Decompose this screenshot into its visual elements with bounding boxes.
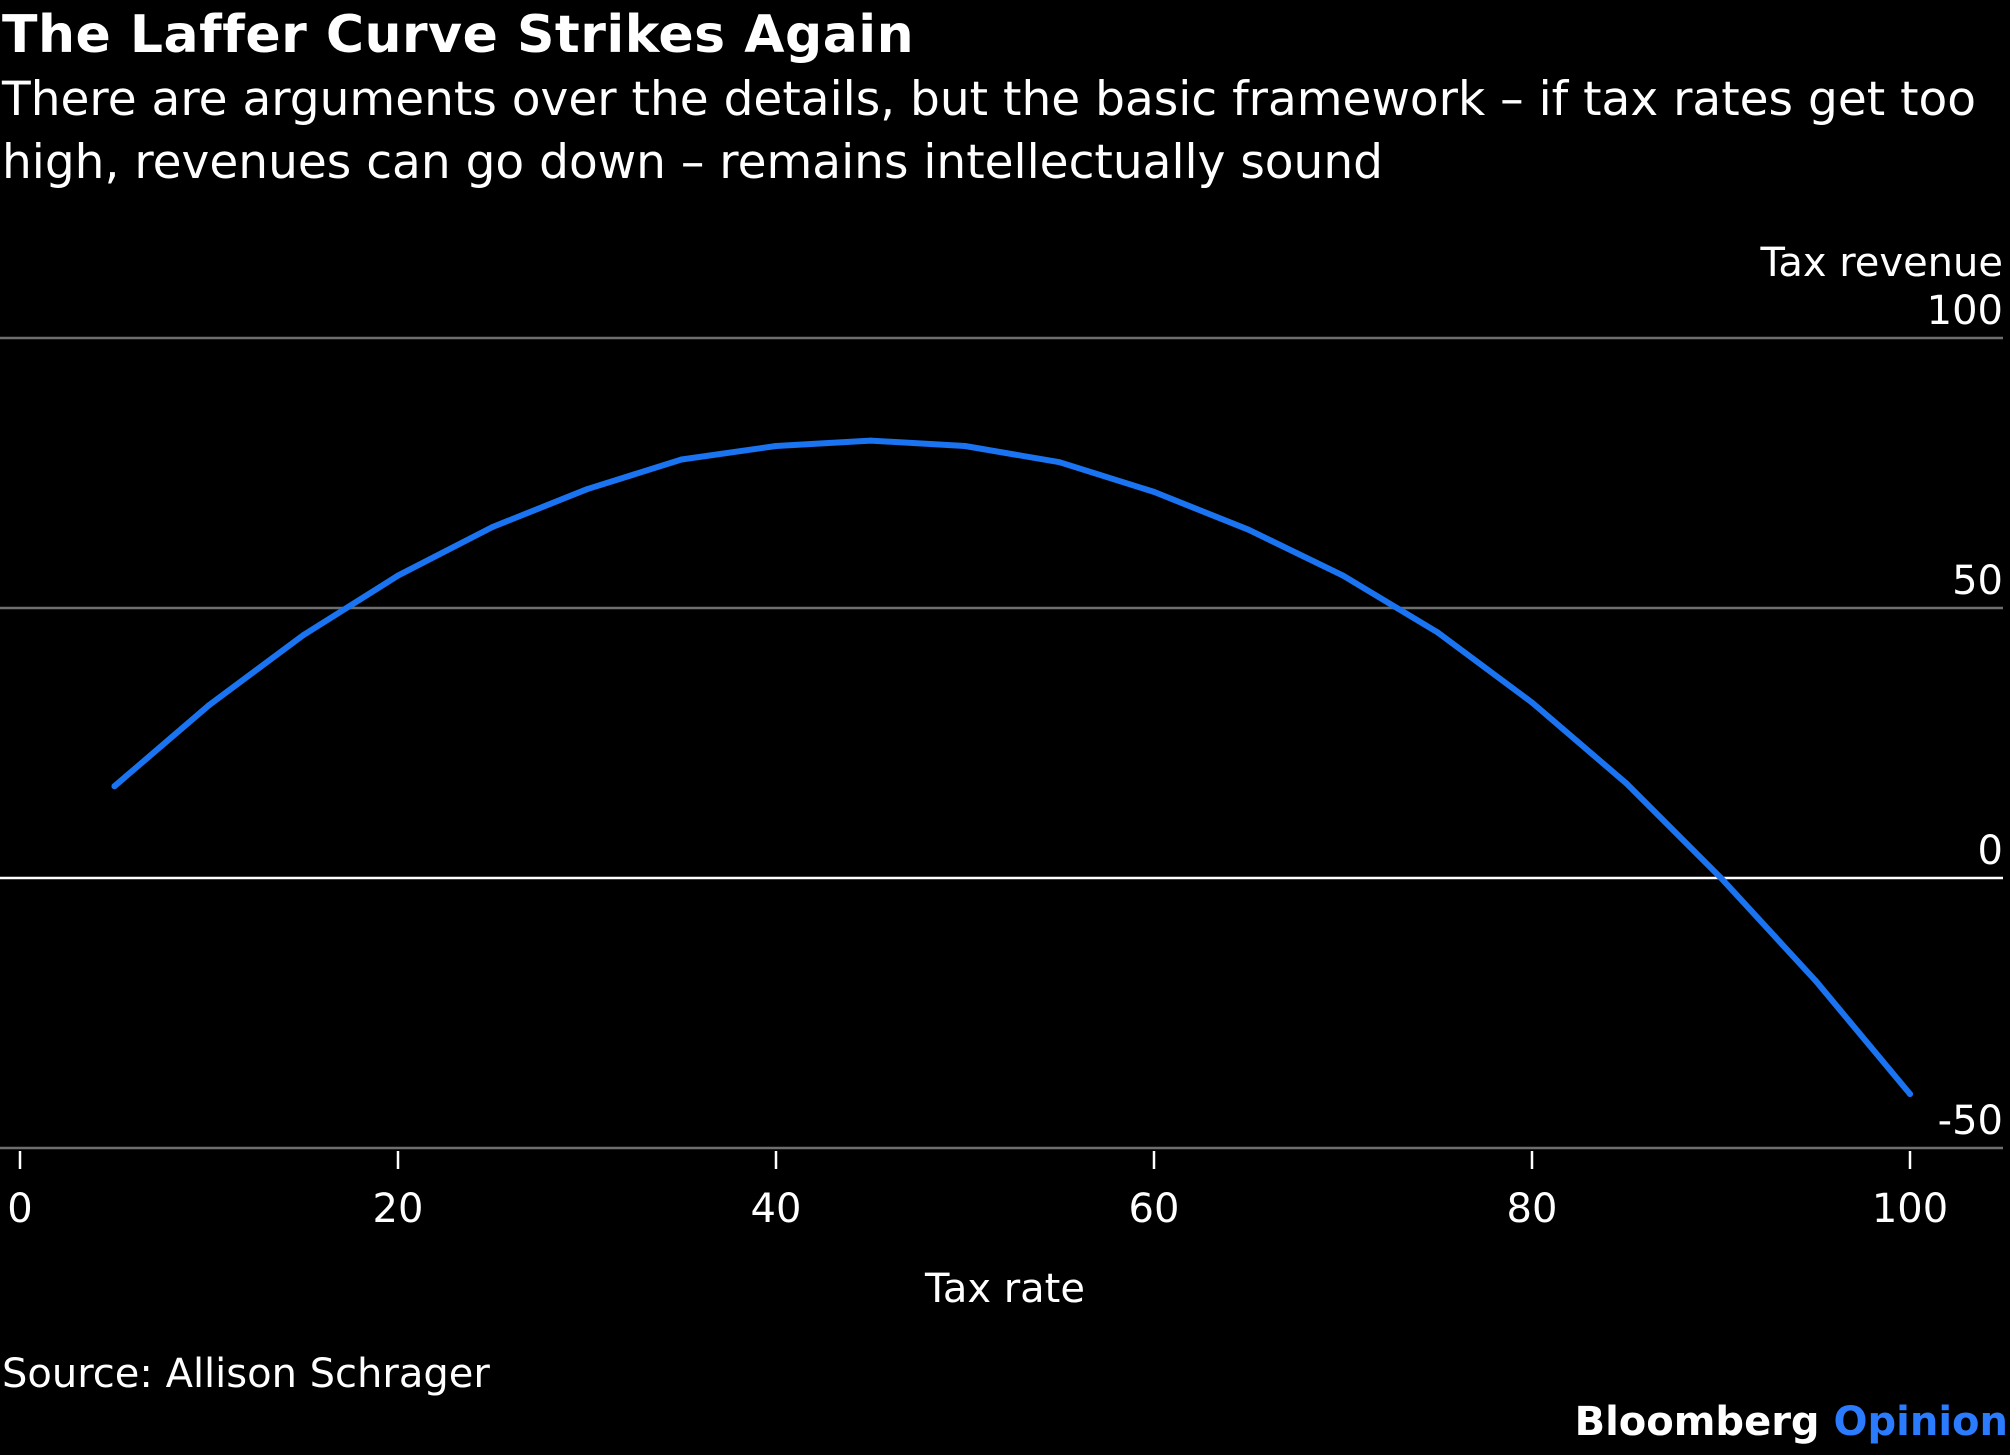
data-point (1434, 629, 1441, 636)
brand-logo: Bloomberg Opinion (1575, 1397, 2008, 1447)
data-point (1340, 572, 1346, 579)
brand-name: Bloomberg (1574, 1399, 1820, 1445)
data-point (1151, 488, 1157, 495)
data-point (1245, 526, 1252, 533)
gridlines (0, 336, 2003, 1150)
data-point (111, 783, 118, 790)
y-tick-label: -50 (1938, 1098, 2003, 1144)
data-point (300, 632, 307, 638)
data-point (206, 702, 212, 709)
series-line (111, 437, 1913, 1097)
x-tick-label: 40 (751, 1186, 802, 1232)
data-point (1812, 977, 1819, 984)
brand-accent: Opinion (1833, 1399, 2009, 1445)
y-tick-label: 0 (1978, 828, 2003, 874)
data-point (962, 443, 968, 449)
y-tick-label: 50 (1952, 558, 2003, 604)
data-point (1907, 1091, 1913, 1097)
x-tick-label: 60 (1129, 1186, 1180, 1232)
data-point (584, 486, 590, 493)
data-point (1056, 459, 1063, 466)
x-axis-title: Tax rate (924, 1266, 1085, 1312)
x-tick-label: 100 (1872, 1186, 1948, 1232)
data-point (678, 456, 685, 463)
source-note: Source: Allison Schrager (2, 1351, 490, 1397)
x-tick-label: 20 (373, 1186, 424, 1232)
data-point (867, 437, 874, 444)
data-point (1623, 780, 1630, 787)
data-point (773, 443, 779, 449)
data-point (395, 572, 401, 579)
axis-labels: 100 50 0 -50 Tax revenue 0 20 40 60 80 100 Tax rate (7, 240, 2003, 1312)
x-tick-label: 0 (7, 1186, 32, 1232)
data-point (1718, 875, 1724, 881)
x-axis (18, 1151, 1912, 1169)
series-layer (111, 437, 1913, 1097)
y-tick-label: 100 (1927, 288, 2003, 334)
chart-subtitle: There are arguments over the details, bu… (2, 72, 1977, 190)
x-tick-label: 80 (1507, 1186, 1558, 1232)
chart-title: The Laffer Curve Strikes Again (2, 5, 915, 65)
data-point (489, 524, 496, 530)
data-point (1529, 699, 1535, 706)
y-axis-title: Tax revenue (1760, 240, 2003, 286)
